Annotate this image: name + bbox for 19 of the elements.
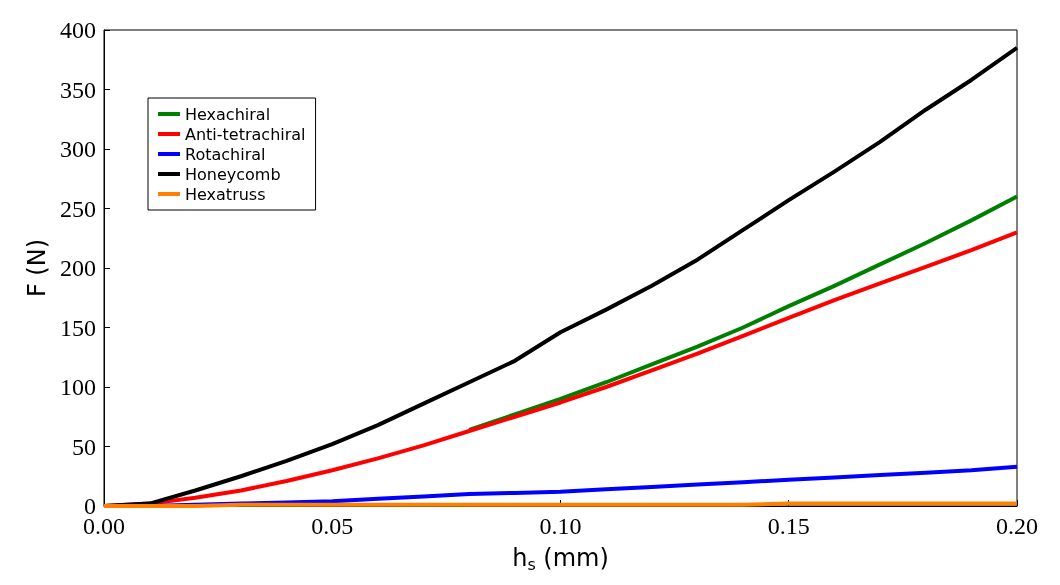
legend-label: Hexatruss bbox=[185, 184, 266, 204]
y-tick-label: 100 bbox=[60, 374, 96, 400]
y-tick-label: 250 bbox=[60, 195, 96, 222]
x-tick-label: 0.10 bbox=[539, 513, 582, 539]
x-tick-label: 0.05 bbox=[311, 513, 354, 539]
y-tick-label: 50 bbox=[72, 433, 96, 460]
legend-label: Anti-tetrachiral bbox=[185, 124, 306, 144]
legend-label: Honeycomb bbox=[185, 164, 281, 184]
y-tick-label: 350 bbox=[60, 76, 96, 103]
legend-label: Hexachiral bbox=[185, 104, 271, 124]
x-tick-label: 0.20 bbox=[996, 513, 1038, 539]
y-axis-title: F (N) bbox=[23, 238, 52, 298]
line-series bbox=[467, 194, 1019, 432]
y-tick-label: 400 bbox=[60, 17, 96, 43]
x-tick-label: 0.15 bbox=[767, 513, 810, 539]
y-tick-label: 200 bbox=[60, 255, 96, 281]
legend-label: Rotachiral bbox=[185, 144, 266, 164]
y-tick-label: 300 bbox=[60, 136, 96, 162]
y-tick-label: 150 bbox=[60, 314, 96, 341]
